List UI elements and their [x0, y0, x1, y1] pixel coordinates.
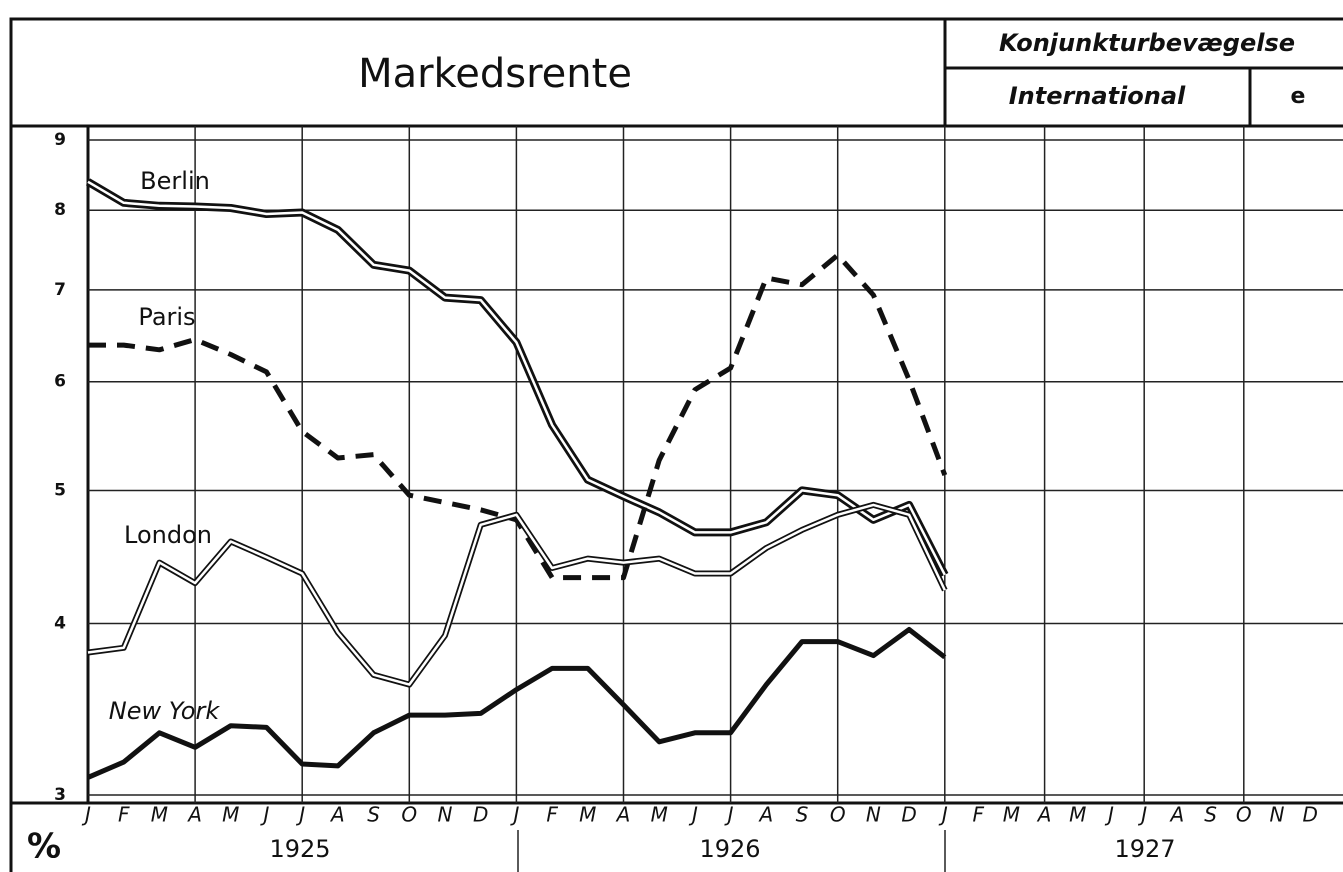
- line-inner: [87, 503, 946, 686]
- x-tick-label: D: [1302, 803, 1317, 827]
- x-tick-label: J: [260, 803, 270, 827]
- y-tick-label: 9: [54, 130, 66, 150]
- y-unit-label: %: [27, 827, 61, 867]
- x-tick-label: M: [651, 803, 668, 827]
- line: [87, 627, 947, 780]
- y-tick-label: 3: [54, 785, 66, 805]
- x-tick-label: F: [118, 803, 130, 827]
- x-tick-label: O: [1236, 803, 1252, 827]
- series-label: Berlin: [140, 167, 210, 195]
- x-tick-label: M: [579, 803, 596, 827]
- header-section: Konjunkturbevægelse: [999, 29, 1295, 57]
- x-tick-label: A: [186, 803, 202, 827]
- x-tick-label: M: [1003, 803, 1020, 827]
- year-label: 1927: [1114, 835, 1175, 863]
- series-label: London: [124, 521, 212, 549]
- y-tick-label: 4: [54, 613, 66, 633]
- y-tick-label: 8: [54, 200, 66, 220]
- y-tick-label: 6: [54, 372, 66, 392]
- x-tick-label: J: [1104, 803, 1114, 827]
- series-label: Paris: [138, 303, 195, 331]
- x-tick-label: F: [972, 803, 984, 827]
- x-tick-label: A: [1036, 803, 1052, 827]
- x-tick-label: O: [401, 803, 417, 827]
- x-tick-label: N: [866, 803, 881, 827]
- x-tick-label: D: [901, 803, 916, 827]
- x-tick-label: J: [509, 803, 519, 827]
- line-inner: [87, 180, 946, 576]
- year-label: 1926: [699, 835, 760, 863]
- x-tick-label: M: [222, 803, 239, 827]
- x-tick-label: J: [938, 803, 948, 827]
- x-tick-label: J: [688, 803, 698, 827]
- x-tick-label: A: [329, 803, 345, 827]
- frame: [9, 17, 1343, 872]
- x-tick-label: A: [757, 803, 773, 827]
- chart-title: Markedsrente: [358, 51, 632, 97]
- x-tick-label: S: [367, 803, 380, 827]
- header-code: e: [1291, 84, 1306, 109]
- header-subsection: International: [1009, 82, 1186, 110]
- x-tick-label: F: [546, 803, 558, 827]
- year-label: 1925: [269, 835, 330, 863]
- x-tick-label: D: [473, 803, 488, 827]
- x-tick-label: J: [81, 803, 91, 827]
- x-tick-label: J: [724, 803, 734, 827]
- series-label: New York: [109, 697, 221, 725]
- x-tick-label: S: [1204, 803, 1217, 827]
- y-tick-label: 5: [54, 480, 66, 500]
- x-tick-label: A: [1169, 803, 1185, 827]
- x-tick-label: A: [615, 803, 631, 827]
- y-tick-label: 7: [54, 280, 66, 300]
- x-tick-label: M: [1069, 803, 1086, 827]
- x-tick-label: M: [151, 803, 168, 827]
- x-tick-label: J: [1137, 803, 1147, 827]
- x-tick-label: J: [295, 803, 305, 827]
- x-tick-label: O: [830, 803, 846, 827]
- x-tick-label: S: [796, 803, 809, 827]
- x-tick-label: N: [1270, 803, 1285, 827]
- x-tick-label: N: [438, 803, 453, 827]
